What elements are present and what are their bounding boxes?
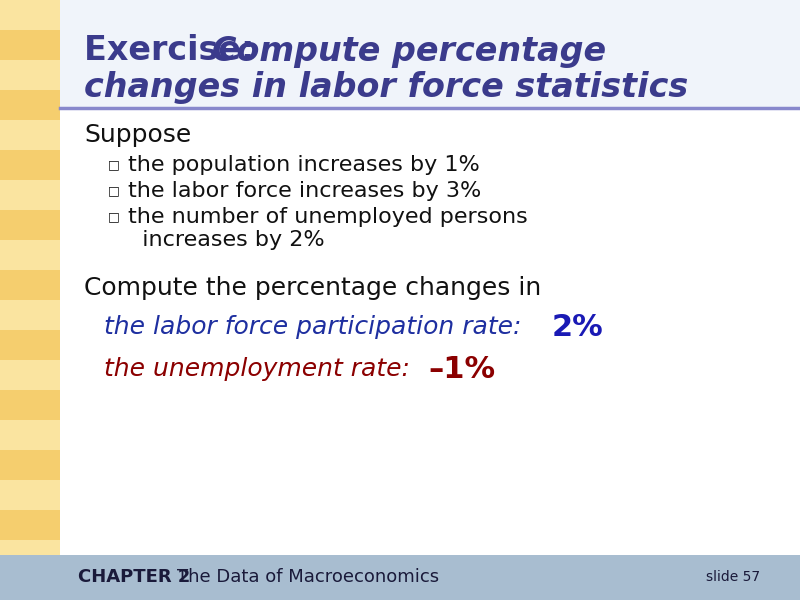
Bar xyxy=(0,0,60,30)
Text: Exercise:: Exercise: xyxy=(84,34,278,67)
Bar xyxy=(0,570,60,600)
Bar xyxy=(0,450,60,480)
Bar xyxy=(0,30,60,60)
Text: the population increases by 1%: the population increases by 1% xyxy=(128,155,480,175)
Text: Compute percentage: Compute percentage xyxy=(212,34,606,67)
Text: slide 57: slide 57 xyxy=(706,570,760,584)
Text: increases by 2%: increases by 2% xyxy=(128,230,325,250)
Text: □: □ xyxy=(108,211,120,224)
Bar xyxy=(0,480,60,510)
Text: 2%: 2% xyxy=(552,313,604,341)
Text: □: □ xyxy=(108,158,120,172)
Text: CHAPTER 2: CHAPTER 2 xyxy=(78,568,190,586)
Bar xyxy=(0,90,60,120)
Bar xyxy=(0,120,60,150)
Bar xyxy=(60,0,800,108)
Bar xyxy=(0,270,60,300)
Text: the unemployment rate:: the unemployment rate: xyxy=(104,357,426,381)
Bar xyxy=(0,210,60,240)
Bar xyxy=(0,60,60,90)
Text: Compute the percentage changes in: Compute the percentage changes in xyxy=(84,276,542,300)
Bar xyxy=(0,180,60,210)
Text: changes in labor force statistics: changes in labor force statistics xyxy=(84,70,688,103)
Bar xyxy=(0,240,60,270)
Bar xyxy=(0,360,60,390)
Bar xyxy=(0,390,60,420)
Text: □: □ xyxy=(108,184,120,197)
Text: The Data of Macroeconomics: The Data of Macroeconomics xyxy=(154,568,438,586)
Bar xyxy=(0,555,800,600)
Bar xyxy=(0,330,60,360)
Text: Suppose: Suppose xyxy=(84,123,191,147)
Text: the number of unemployed persons: the number of unemployed persons xyxy=(128,207,528,227)
Bar xyxy=(0,540,60,570)
Text: –1%: –1% xyxy=(428,355,495,383)
Bar xyxy=(0,420,60,450)
Text: the labor force participation rate:: the labor force participation rate: xyxy=(104,315,538,339)
Bar xyxy=(0,510,60,540)
Bar xyxy=(0,150,60,180)
Bar xyxy=(0,300,60,330)
Text: the labor force increases by 3%: the labor force increases by 3% xyxy=(128,181,482,201)
